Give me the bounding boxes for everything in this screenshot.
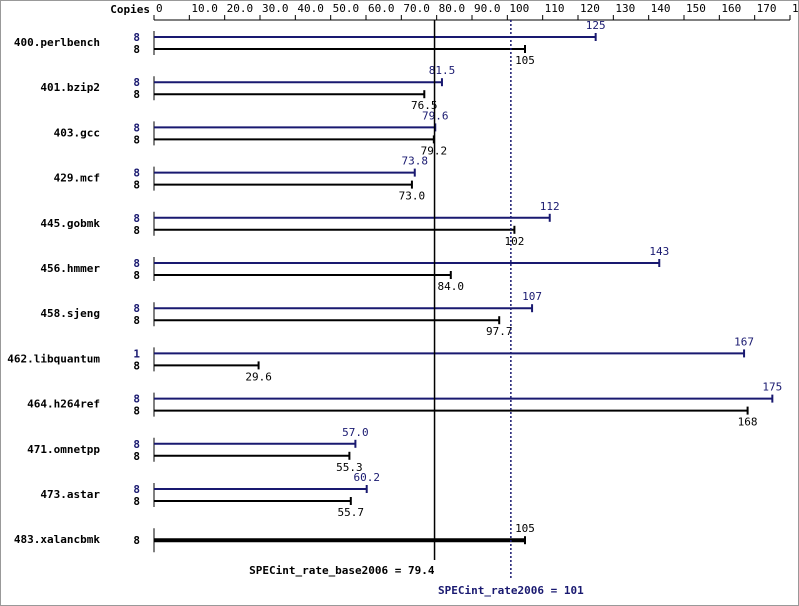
value-label: 73.0 <box>399 190 426 203</box>
copies-label: 1 <box>133 347 140 360</box>
x-tick-label: 100 <box>509 2 529 15</box>
copies-label: 8 <box>133 257 140 270</box>
x-tick-label: 90.0 <box>474 2 501 15</box>
copies-label: 8 <box>133 167 140 180</box>
value-label: 175 <box>762 381 782 394</box>
category-label: 445.gobmk <box>40 217 100 230</box>
reference-label: SPECint_rate2006 = 101 <box>438 584 584 597</box>
x-tick-label: 20.0 <box>227 2 254 15</box>
copies-label: 8 <box>133 269 140 282</box>
copies-label: 8 <box>133 76 140 89</box>
category-label: 429.mcf <box>54 172 100 185</box>
copies-label: 8 <box>133 393 140 406</box>
value-label: 55.7 <box>338 506 365 519</box>
x-tick-label: 140 <box>651 2 671 15</box>
x-tick-label: 80.0 <box>439 2 466 15</box>
copies-label: 8 <box>133 450 140 463</box>
x-tick-label: 150 <box>686 2 706 15</box>
value-label: 60.2 <box>353 471 380 484</box>
category-label: 464.h264ref <box>27 398 100 411</box>
x-tick-label: 110 <box>545 2 565 15</box>
category-label: 462.libquantum <box>7 352 100 365</box>
x-tick-label: 30.0 <box>262 2 289 15</box>
value-label: 97.7 <box>486 325 513 338</box>
copies-label: 8 <box>133 359 140 372</box>
value-label: 57.0 <box>342 426 369 439</box>
value-label: 168 <box>738 416 758 429</box>
x-tick-label: 50.0 <box>333 2 360 15</box>
x-tick-label: 0 <box>156 2 163 15</box>
value-label: 107 <box>522 290 542 303</box>
copies-label: 8 <box>133 224 140 237</box>
copies-label: 8 <box>133 121 140 134</box>
x-tick-label: 60.0 <box>368 2 395 15</box>
copies-label: 8 <box>133 534 140 547</box>
value-label: 105 <box>515 54 535 67</box>
x-tick-label: 160 <box>721 2 741 15</box>
x-tick-label: 170 <box>757 2 777 15</box>
x-tick-label: 10.0 <box>191 2 218 15</box>
copies-label: 8 <box>133 31 140 44</box>
category-label: 458.sjeng <box>40 307 100 320</box>
x-tick-label: 40.0 <box>297 2 324 15</box>
x-axis-label: Copies <box>110 3 150 16</box>
copies-label: 8 <box>133 302 140 315</box>
copies-label: 8 <box>133 405 140 418</box>
value-label: 112 <box>540 200 560 213</box>
x-tick-label: 70.0 <box>403 2 430 15</box>
value-label: 105 <box>515 522 535 535</box>
value-label: 125 <box>586 19 606 32</box>
value-label: 102 <box>504 235 524 248</box>
copies-label: 8 <box>133 43 140 56</box>
value-label: 76.5 <box>411 99 438 112</box>
value-label: 73.8 <box>402 155 429 168</box>
copies-label: 8 <box>133 314 140 327</box>
value-label: 55.3 <box>336 461 363 474</box>
x-tick-label: 120 <box>580 2 600 15</box>
copies-label: 8 <box>133 438 140 451</box>
copies-label: 8 <box>133 88 140 101</box>
category-label: 483.xalancbmk <box>14 533 100 546</box>
copies-label: 8 <box>133 133 140 146</box>
copies-label: 8 <box>133 179 140 192</box>
value-label: 81.5 <box>429 64 456 77</box>
value-label: 29.6 <box>245 370 272 383</box>
x-tick-label: 180 <box>792 2 799 15</box>
category-label: 471.omnetpp <box>27 443 100 456</box>
value-label: 143 <box>649 245 669 258</box>
category-label: 456.hmmer <box>40 262 100 275</box>
category-label: 400.perlbench <box>14 36 100 49</box>
category-label: 403.gcc <box>54 126 100 139</box>
copies-label: 8 <box>133 495 140 508</box>
x-tick-label: 130 <box>615 2 635 15</box>
copies-label: 8 <box>133 212 140 225</box>
copies-label: 8 <box>133 483 140 496</box>
reference-label: SPECint_rate_base2006 = 79.4 <box>249 564 435 577</box>
category-label: 401.bzip2 <box>40 81 100 94</box>
category-label: 473.astar <box>40 488 100 501</box>
value-label: 84.0 <box>438 280 465 293</box>
value-label: 167 <box>734 335 754 348</box>
